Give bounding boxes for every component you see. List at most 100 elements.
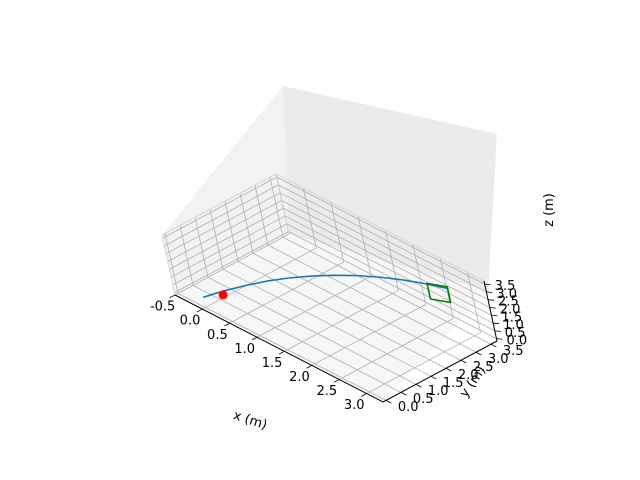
x-tick-mark [224, 322, 230, 327]
x-tick-label: 2.5 [317, 384, 338, 399]
grid-line-z-side [174, 231, 289, 294]
target-frame [426, 282, 452, 304]
y-tick-mark [475, 351, 482, 356]
z-tick-mark [488, 299, 495, 301]
grid-line-y-floor [282, 236, 492, 345]
z-tick-mark [494, 330, 501, 332]
x-tick-label: 0.0 [180, 314, 201, 329]
y-tick-mark [400, 392, 407, 396]
grid-line-z-back [288, 231, 497, 340]
y-tick-label: 3.5 [503, 344, 524, 359]
grid-line-y-floor [222, 268, 432, 377]
grid-line-z-side [169, 207, 284, 270]
z-axis-ticks: 0.00.51.01.52.02.53.03.5 [484, 279, 527, 349]
grid-line-x-floor [284, 289, 399, 352]
z-tick-label: 0.0 [506, 334, 527, 349]
z-tick-label: 1.0 [503, 318, 524, 333]
pane-edge [161, 173, 277, 236]
trajectory-line [202, 274, 448, 299]
z-tick-mark [493, 322, 500, 325]
grid-line-y-floor [207, 276, 417, 385]
z-tick-mark [489, 307, 496, 309]
grid-line-z-side [164, 184, 279, 247]
x-tick-label: 1.0 [234, 342, 255, 357]
grid-line-x-floor [339, 318, 454, 380]
grid-line-y-floor [192, 285, 402, 393]
y-tick-label: 0.0 [398, 400, 419, 415]
grid-line-z-back [283, 207, 492, 316]
y-axis-ticks: 0.00.51.01.52.02.53.03.5 [385, 343, 524, 415]
z-tick-mark [496, 338, 503, 340]
grid-line-z-side [167, 200, 282, 262]
z-tick-mark [486, 291, 493, 293]
grid-line-x-floor [174, 233, 290, 296]
x-tick-label: 0.5 [207, 328, 228, 343]
grid-line-x-floor [366, 332, 481, 394]
grid-line-z-back [286, 223, 495, 332]
y-tick-mark [385, 400, 392, 404]
grid-line-z-side [170, 215, 286, 278]
axis-lines [161, 173, 498, 403]
pane-edge [161, 234, 176, 296]
grid-line-y-floor [252, 252, 462, 361]
grid-line-z-side [165, 192, 281, 255]
pane-edge [275, 173, 485, 282]
x-tick-mark [361, 393, 367, 397]
z-tick-mark [484, 283, 491, 286]
y-tick-label: 2.0 [458, 368, 479, 383]
start-marker [218, 290, 228, 300]
grid-line-x-floor [311, 304, 427, 366]
grid-line-x-floor [256, 275, 372, 338]
grid-line-z-back [281, 200, 490, 308]
x-tick-mark [278, 350, 285, 355]
grid-line-z-back [284, 215, 494, 324]
grid-line-y-floor [267, 244, 477, 353]
x-tick-mark [169, 294, 176, 299]
x-tick-mark [196, 308, 203, 313]
x-tick-label: 1.5 [262, 356, 283, 371]
grid-line-x-floor [229, 261, 344, 324]
y-tick-mark [430, 375, 437, 380]
y-tick-mark [415, 383, 422, 388]
x-axis-line [174, 294, 384, 403]
x-tick-mark [251, 336, 258, 341]
z-tick-label: 3.0 [496, 287, 517, 302]
pane-back-yz [283, 86, 497, 291]
pane-floor [175, 234, 488, 402]
z-tick-label: 0.5 [505, 326, 526, 341]
grid-line-y-floor [237, 260, 447, 369]
y-tick-mark [460, 359, 467, 364]
z-tick-label: 3.5 [495, 279, 516, 294]
grid-line-z-back [279, 192, 489, 301]
z-tick-label: 1.5 [501, 310, 522, 325]
x-tick-label: -0.5 [150, 300, 175, 315]
grid-line-z-side [162, 176, 277, 239]
y-tick-label: 1.0 [428, 384, 449, 399]
z-tick-mark [491, 314, 498, 317]
x-axis-label: x (m) [231, 408, 269, 433]
y-tick-mark [490, 343, 497, 348]
z-tick-label: 2.5 [498, 295, 519, 310]
pane-back-xz [162, 86, 289, 295]
pane-edge [275, 173, 290, 235]
y-tick-label: 1.5 [443, 376, 464, 391]
grid-line-y-floor [177, 293, 387, 401]
z-axis-label: z (m) [542, 193, 557, 227]
y-tick-label: 2.5 [473, 360, 494, 375]
y-tick-label: 3.0 [488, 352, 509, 367]
grid-lines [162, 173, 497, 401]
series-layer [202, 274, 452, 304]
z-tick-label: 2.0 [500, 302, 521, 317]
x-tick-label: 2.0 [289, 370, 310, 385]
x-tick-mark [333, 379, 340, 383]
x-axis-ticks: -0.5 0.0 0.5 1.0 1.5 2.0 2.5 3.0 [150, 294, 367, 413]
x-tick-label: 3.0 [344, 398, 365, 413]
grid-line-z-back [276, 176, 485, 285]
x-tick-mark [306, 365, 313, 369]
y-tick-label: 0.5 [413, 392, 434, 407]
grid-line-z-back [278, 184, 487, 293]
grid-line-z-side [172, 223, 287, 286]
y-axis-line [382, 340, 498, 403]
